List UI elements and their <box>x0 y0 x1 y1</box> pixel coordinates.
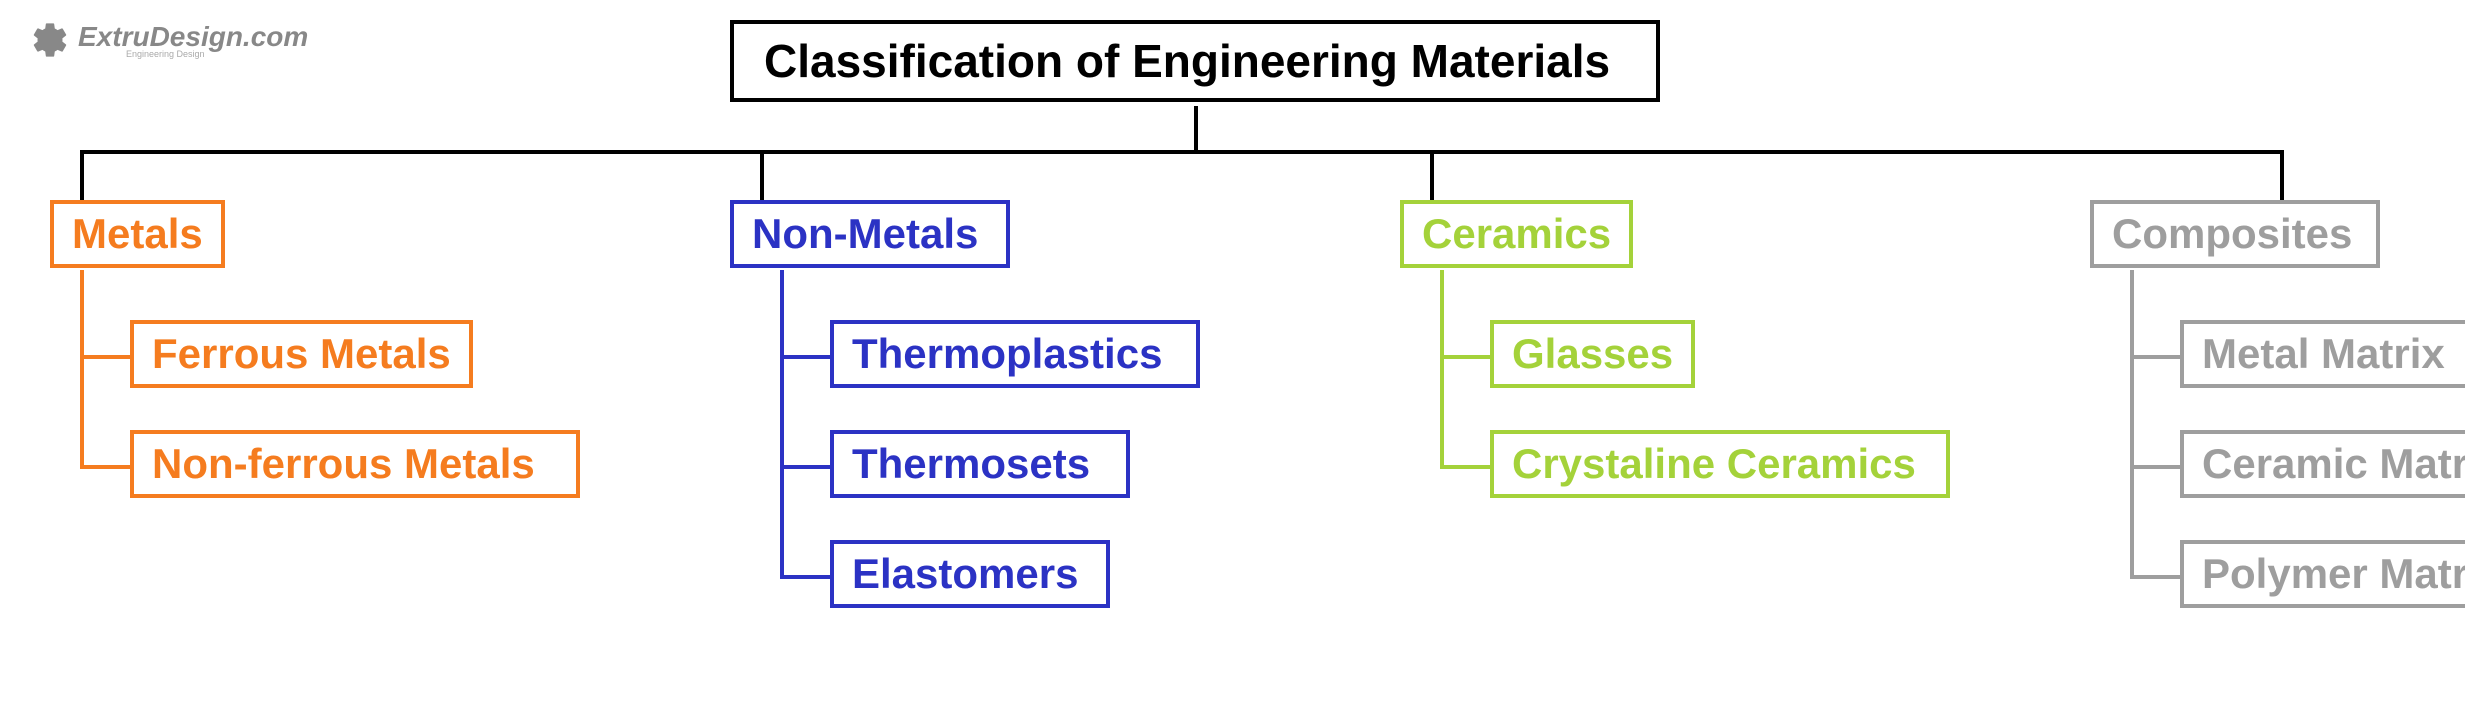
gear-icon <box>30 20 70 60</box>
connector-line <box>1430 150 1434 200</box>
branch-hline <box>2130 355 2180 359</box>
branch-vline <box>80 270 84 465</box>
branch-vline <box>1440 270 1444 465</box>
branch-hline <box>780 465 830 469</box>
branch-hline <box>80 465 130 469</box>
child-ferrous-metals: Ferrous Metals <box>130 320 473 388</box>
child-ceramic-matrix: Ceramic Matrix <box>2180 430 2465 498</box>
branch-hline <box>80 355 130 359</box>
branch-hline <box>2130 575 2180 579</box>
diagram-title: Classification of Engineering Materials <box>730 20 1660 102</box>
site-logo: ExtruDesign.com Engineering Design <box>30 20 308 60</box>
connector-line <box>2280 150 2284 200</box>
child-glasses: Glasses <box>1490 320 1695 388</box>
connector-line <box>80 150 2280 154</box>
branch-vline <box>780 270 784 575</box>
connector-line <box>80 150 84 200</box>
branch-hline <box>1440 465 1490 469</box>
child-thermosets: Thermosets <box>830 430 1130 498</box>
child-elastomers: Elastomers <box>830 540 1110 608</box>
branch-hline <box>1440 355 1490 359</box>
branch-hline <box>780 355 830 359</box>
child-thermoplastics: Thermoplastics <box>830 320 1200 388</box>
child-non-ferrous-metals: Non-ferrous Metals <box>130 430 580 498</box>
branch-ceramics: Ceramics <box>1400 200 1633 268</box>
branch-hline <box>2130 465 2180 469</box>
child-crystaline-ceramics: Crystaline Ceramics <box>1490 430 1950 498</box>
branch-vline <box>2130 270 2134 575</box>
branch-composites: Composites <box>2090 200 2380 268</box>
child-metal-matrix: Metal Matrix <box>2180 320 2465 388</box>
connector-line <box>760 150 764 200</box>
branch-hline <box>780 575 830 579</box>
child-polymer-matrix: Polymer Matrix <box>2180 540 2465 608</box>
branch-non-metals: Non-Metals <box>730 200 1010 268</box>
branch-metals: Metals <box>50 200 225 268</box>
connector-line <box>1194 106 1198 150</box>
